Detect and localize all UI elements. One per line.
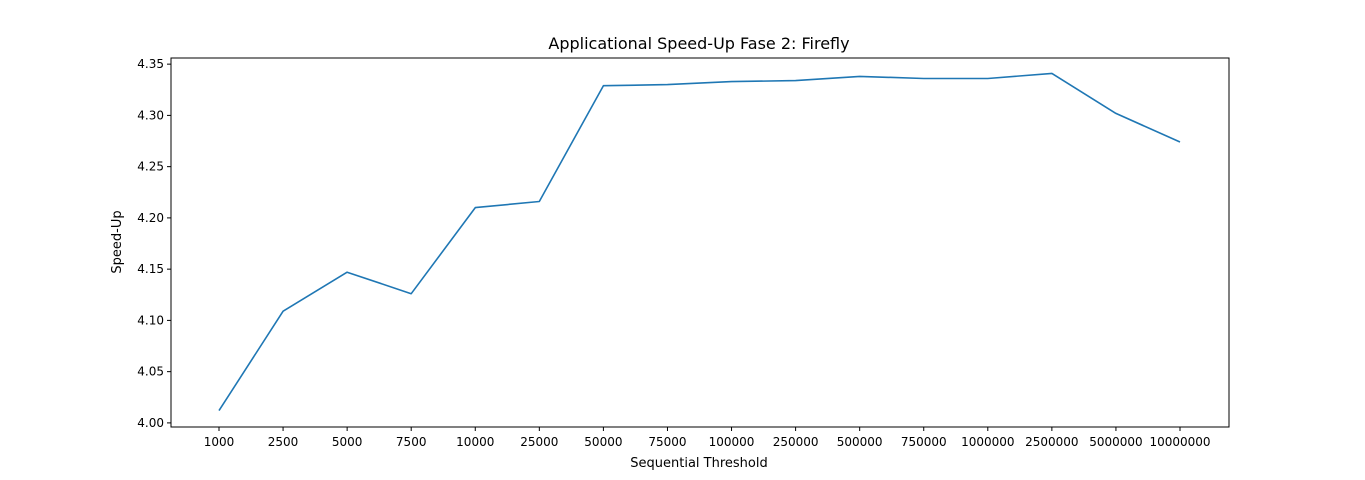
- x-tick-label: 100000: [709, 435, 755, 449]
- y-tick-label: 4.20: [137, 211, 164, 225]
- y-tick-label: 4.15: [137, 262, 164, 276]
- y-tick-label: 4.25: [137, 160, 164, 174]
- x-tick-label: 10000: [456, 435, 494, 449]
- x-axis: 1000 2500 5000 7500 10000 25000 50000 75000 1000…: [204, 427, 1211, 449]
- y-tick-label: 4.05: [137, 365, 164, 379]
- x-axis-title: Sequential Threshold: [630, 456, 767, 471]
- y-axis: 4.00 4.05 4.10 4.15 4.20 4.25 4.30 4.35: [137, 57, 171, 430]
- y-tick-label: 4.00: [137, 416, 164, 430]
- x-tick-label: 500000: [837, 435, 883, 449]
- y-tick-label: 4.35: [137, 57, 164, 71]
- series-layer: [218, 72, 1181, 412]
- x-tick-label: 75000: [648, 435, 686, 449]
- x-tick-label: 1000000: [961, 435, 1014, 449]
- x-tick-label: 5000: [332, 435, 363, 449]
- x-tick-label: 25000: [520, 435, 558, 449]
- x-tick-label: 250000: [773, 435, 819, 449]
- chart-title: Applicational Speed-Up Fase 2: Firefly: [548, 34, 849, 53]
- x-tick-label: 1000: [204, 435, 235, 449]
- x-tick-label: 750000: [901, 435, 947, 449]
- y-axis-title: Speed-Up: [110, 210, 125, 273]
- series-line-0: [218, 72, 1181, 412]
- plot-area-frame: [170, 57, 1230, 428]
- x-tick-label: 2500000: [1025, 435, 1078, 449]
- x-tick-label: 2500: [268, 435, 299, 449]
- x-tick-label: 5000000: [1089, 435, 1142, 449]
- x-tick-label: 7500: [396, 435, 427, 449]
- y-tick-label: 4.10: [137, 313, 164, 327]
- y-tick-label: 4.30: [137, 108, 164, 122]
- x-tick-label: 10000000: [1149, 435, 1210, 449]
- x-tick-label: 50000: [584, 435, 622, 449]
